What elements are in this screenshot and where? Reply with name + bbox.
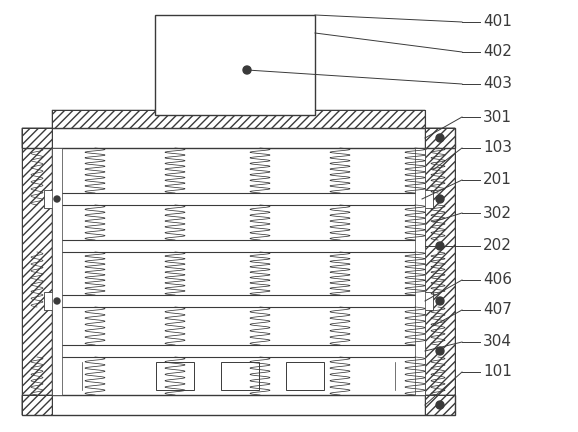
- Text: 407: 407: [483, 302, 512, 318]
- Bar: [52, 345, 425, 357]
- Bar: [425, 395, 455, 415]
- Bar: [52, 148, 62, 395]
- Text: 202: 202: [483, 238, 512, 254]
- Text: 403: 403: [483, 76, 512, 92]
- Circle shape: [436, 347, 444, 355]
- Bar: [22, 128, 52, 148]
- Circle shape: [436, 297, 444, 305]
- Bar: [22, 395, 52, 415]
- Bar: [422, 292, 433, 310]
- Circle shape: [436, 242, 444, 250]
- Circle shape: [54, 298, 60, 304]
- Text: 103: 103: [483, 140, 512, 156]
- Bar: [52, 110, 425, 128]
- Text: 302: 302: [483, 206, 512, 220]
- Bar: [422, 190, 433, 208]
- Bar: [425, 128, 455, 415]
- Bar: [52, 110, 425, 128]
- Bar: [22, 128, 455, 148]
- Bar: [52, 193, 425, 205]
- Bar: [22, 395, 455, 415]
- Bar: [52, 110, 425, 128]
- Circle shape: [54, 196, 60, 202]
- Bar: [415, 148, 425, 395]
- Text: 101: 101: [483, 365, 512, 379]
- Bar: [44, 190, 55, 208]
- Text: 201: 201: [483, 172, 512, 187]
- Bar: [52, 295, 425, 307]
- Bar: [156, 362, 194, 390]
- Bar: [425, 128, 455, 415]
- Bar: [155, 15, 315, 115]
- Bar: [22, 395, 52, 415]
- Bar: [22, 128, 52, 148]
- Text: 402: 402: [483, 44, 512, 60]
- Circle shape: [243, 66, 251, 74]
- Text: 406: 406: [483, 273, 512, 288]
- Bar: [221, 362, 259, 390]
- Text: 304: 304: [483, 334, 512, 349]
- Circle shape: [436, 401, 444, 409]
- Bar: [22, 128, 52, 415]
- Text: 401: 401: [483, 15, 512, 29]
- Circle shape: [436, 195, 444, 203]
- Bar: [286, 362, 324, 390]
- Bar: [425, 395, 455, 415]
- Bar: [425, 128, 455, 148]
- Bar: [52, 240, 425, 252]
- Bar: [44, 292, 55, 310]
- Circle shape: [436, 134, 444, 142]
- Bar: [425, 128, 455, 148]
- Bar: [22, 128, 52, 415]
- Text: 301: 301: [483, 109, 512, 124]
